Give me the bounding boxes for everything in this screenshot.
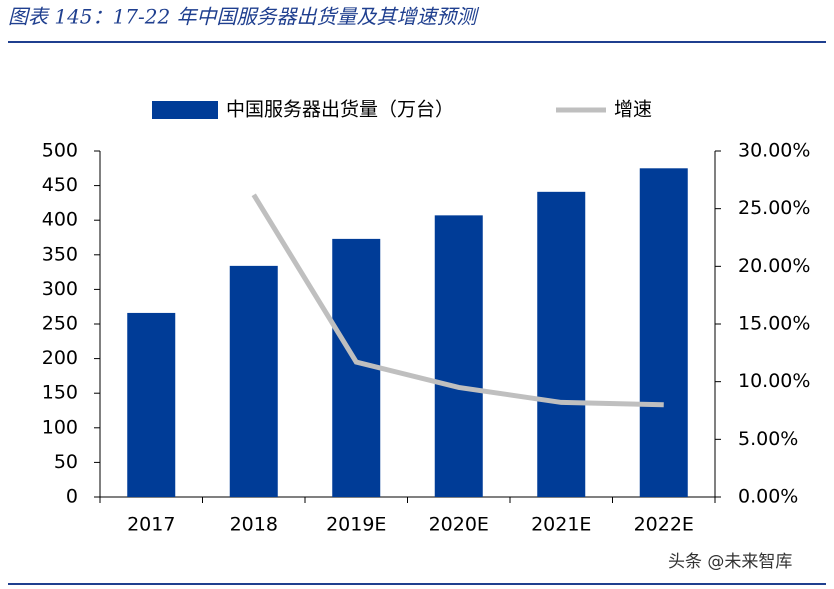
y-tick-label: 350 [42,243,78,265]
legend-label: 增速 [614,99,652,121]
bar [229,265,278,497]
bar [639,168,688,498]
y-tick-label: 150 [42,382,78,404]
y-tick-label: 250 [42,313,78,335]
legend-label: 中国服务器出货量（万台） [226,99,454,121]
x-tick-label: 2018 [230,514,278,536]
y2-tick-label: 0.00% [738,486,798,508]
x-tick-label: 2019E [326,514,386,536]
x-tick-label: 2020E [429,514,489,536]
chart-title: 图表 145：17-22 年中国服务器出货量及其增速预测 [8,5,480,29]
bar [434,215,483,497]
y2-tick-label: 30.00% [738,140,810,162]
y-tick-label: 100 [42,416,78,438]
y-tick-label: 200 [42,347,78,369]
x-tick-label: 2017 [127,514,175,536]
bar [537,191,586,497]
y2-tick-label: 20.00% [738,255,810,277]
legend-swatch [152,101,218,119]
y-tick-label: 50 [54,451,78,473]
y2-tick-label: 25.00% [738,197,810,219]
y2-tick-label: 15.00% [738,313,810,335]
line [251,193,664,408]
y-tick-label: 450 [42,174,78,196]
bar [127,312,176,497]
x-tick-label: 2022E [634,514,694,536]
y-tick-label: 0 [66,486,78,508]
y2-tick-label: 5.00% [738,428,798,450]
x-tick-label: 2021E [531,514,591,536]
watermark: 头条 @未来智库 [668,552,792,572]
y2-tick-label: 10.00% [738,370,810,392]
y-tick-label: 500 [42,140,78,162]
y-tick-label: 400 [42,209,78,231]
y-tick-label: 300 [42,278,78,300]
